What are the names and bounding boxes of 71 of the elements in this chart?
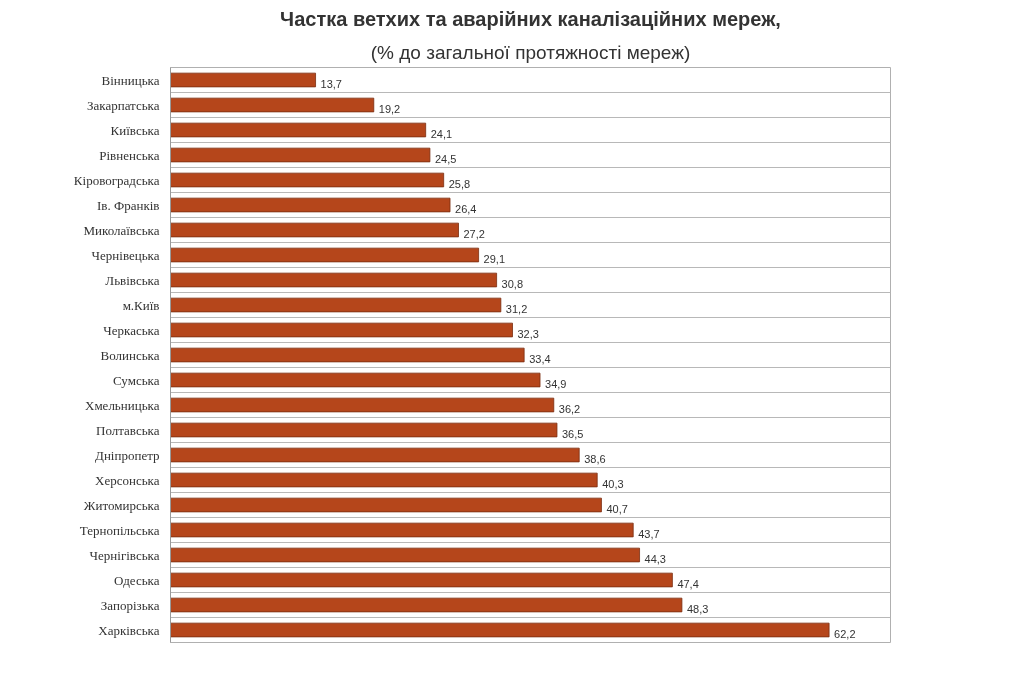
data-label: 48,3 <box>686 603 709 615</box>
data-label: 19,2 <box>378 103 401 115</box>
data-label: 24,1 <box>430 128 453 140</box>
data-label: 25,8 <box>448 178 471 190</box>
bar <box>170 522 634 538</box>
bar <box>170 547 640 563</box>
y-tick-label: Вінницька <box>101 72 160 88</box>
y-tick-label: Тернопільська <box>79 522 160 538</box>
data-label: 47,4 <box>677 578 699 590</box>
y-tick-label: Ів. Франків <box>96 197 160 213</box>
data-label: 27,2 <box>463 228 485 240</box>
bar <box>170 347 525 363</box>
y-tick-label: Миколаївська <box>83 222 160 238</box>
bar <box>170 297 502 313</box>
data-label: 62,2 <box>834 628 856 640</box>
y-tick-label: Одеська <box>113 572 160 588</box>
bar <box>170 197 451 213</box>
bar <box>170 372 541 388</box>
y-tick-label: Хмельницька <box>85 397 160 413</box>
data-label: 44,3 <box>644 553 666 565</box>
bar <box>170 222 459 238</box>
bar <box>170 72 316 88</box>
data-label: 40,7 <box>606 503 628 515</box>
bar <box>170 622 830 638</box>
y-tick-label: м.Київ <box>122 297 160 313</box>
bar <box>170 247 480 263</box>
y-tick-label: Сумська <box>113 372 160 388</box>
data-label: 31,2 <box>505 303 528 315</box>
data-label: 13,7 <box>320 78 342 90</box>
y-tick-label: Житомирська <box>83 497 160 513</box>
bar <box>170 272 498 288</box>
y-tick-label: Київська <box>110 122 160 138</box>
data-label: 29,1 <box>483 253 506 265</box>
y-tick-label: Дніпропетр <box>95 447 160 463</box>
y-tick-label: Кіровоградська <box>73 172 160 188</box>
y-tick-label: Рівненська <box>99 147 160 163</box>
bar <box>170 572 673 588</box>
bar <box>170 147 431 163</box>
bar <box>170 447 580 463</box>
chart-subtitle: (% до загальної протяжності мереж) <box>370 41 691 63</box>
y-tick-label: Волинська <box>100 347 160 363</box>
data-label: 34,9 <box>545 378 567 390</box>
data-label: 43,7 <box>638 528 660 540</box>
data-label: 36,2 <box>558 403 581 415</box>
bar <box>170 497 602 513</box>
bar <box>170 97 375 113</box>
data-label: 40,3 <box>602 478 624 490</box>
chart-title: Частка ветхих та аварійних каналізаційних мереж, <box>280 7 781 30</box>
bar <box>170 322 513 338</box>
y-tick-label: Львівська <box>105 272 160 288</box>
data-label: 26,4 <box>455 203 477 215</box>
bar <box>170 172 445 188</box>
data-label: 33,4 <box>529 353 551 365</box>
y-tick-label: Чернівецька <box>91 247 160 263</box>
data-label: 36,5 <box>561 428 584 440</box>
y-tick-label: Харківська <box>98 622 160 638</box>
bar <box>170 472 598 488</box>
data-label: 24,5 <box>434 153 457 165</box>
bar <box>170 422 558 438</box>
bar <box>170 122 427 138</box>
data-label: 32,3 <box>517 328 539 340</box>
y-tick-label: Херсонська <box>95 472 160 488</box>
bar <box>170 597 683 613</box>
y-tick-label: Чернігівська <box>89 547 160 563</box>
data-label: 38,6 <box>584 453 606 465</box>
y-tick-label: Полтавська <box>96 422 160 438</box>
y-tick-label: Запорізька <box>100 597 160 613</box>
y-tick-label: Закарпатська <box>87 97 160 113</box>
y-tick-label: Черкаська <box>103 322 160 338</box>
data-label: 30,8 <box>501 278 524 290</box>
bar <box>170 397 555 413</box>
